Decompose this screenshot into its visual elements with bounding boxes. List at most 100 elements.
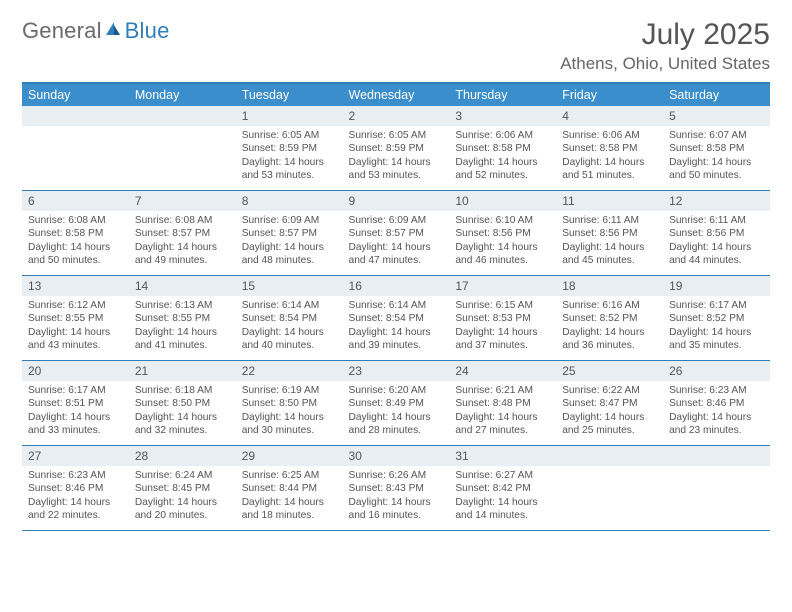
day-cell: Sunrise: 6:08 AMSunset: 8:57 PMDaylight:… (129, 211, 236, 275)
day-number (556, 446, 663, 466)
sunrise-line: Sunrise: 6:07 AM (669, 129, 764, 142)
day-number: 11 (556, 191, 663, 211)
daylight-line: Daylight: 14 hours and 30 minutes. (242, 411, 337, 438)
daylight-line: Daylight: 14 hours and 14 minutes. (455, 496, 550, 523)
sunrise-line: Sunrise: 6:20 AM (349, 384, 444, 397)
day-header: Saturday (663, 84, 770, 106)
location-text: Athens, Ohio, United States (560, 54, 770, 74)
daylight-line: Daylight: 14 hours and 49 minutes. (135, 241, 230, 268)
day-cell: Sunrise: 6:14 AMSunset: 8:54 PMDaylight:… (343, 296, 450, 360)
sunset-line: Sunset: 8:57 PM (349, 227, 444, 240)
week-row: 12345Sunrise: 6:05 AMSunset: 8:59 PMDayl… (22, 106, 770, 191)
week-row: 13141516171819Sunrise: 6:12 AMSunset: 8:… (22, 276, 770, 361)
daylight-line: Daylight: 14 hours and 27 minutes. (455, 411, 550, 438)
day-cell: Sunrise: 6:26 AMSunset: 8:43 PMDaylight:… (343, 466, 450, 530)
day-number: 6 (22, 191, 129, 211)
daycontent-strip: Sunrise: 6:08 AMSunset: 8:58 PMDaylight:… (22, 211, 770, 275)
day-cell: Sunrise: 6:14 AMSunset: 8:54 PMDaylight:… (236, 296, 343, 360)
daynum-strip: 6789101112 (22, 191, 770, 211)
sunset-line: Sunset: 8:55 PM (28, 312, 123, 325)
sunset-line: Sunset: 8:52 PM (669, 312, 764, 325)
sunrise-line: Sunrise: 6:27 AM (455, 469, 550, 482)
sunset-line: Sunset: 8:59 PM (349, 142, 444, 155)
sunrise-line: Sunrise: 6:10 AM (455, 214, 550, 227)
daylight-line: Daylight: 14 hours and 52 minutes. (455, 156, 550, 183)
sunset-line: Sunset: 8:46 PM (669, 397, 764, 410)
week-row: 2728293031Sunrise: 6:23 AMSunset: 8:46 P… (22, 446, 770, 531)
sunrise-line: Sunrise: 6:14 AM (349, 299, 444, 312)
daylight-line: Daylight: 14 hours and 46 minutes. (455, 241, 550, 268)
day-cell: Sunrise: 6:23 AMSunset: 8:46 PMDaylight:… (22, 466, 129, 530)
day-number: 31 (449, 446, 556, 466)
sunrise-line: Sunrise: 6:16 AM (562, 299, 657, 312)
sunset-line: Sunset: 8:59 PM (242, 142, 337, 155)
sunset-line: Sunset: 8:58 PM (455, 142, 550, 155)
day-number (129, 106, 236, 126)
day-cell: Sunrise: 6:25 AMSunset: 8:44 PMDaylight:… (236, 466, 343, 530)
daylight-line: Daylight: 14 hours and 28 minutes. (349, 411, 444, 438)
day-cell (663, 466, 770, 530)
daylight-line: Daylight: 14 hours and 47 minutes. (349, 241, 444, 268)
daycontent-strip: Sunrise: 6:17 AMSunset: 8:51 PMDaylight:… (22, 381, 770, 445)
sunset-line: Sunset: 8:56 PM (455, 227, 550, 240)
day-number: 5 (663, 106, 770, 126)
day-header: Wednesday (343, 84, 450, 106)
day-number: 8 (236, 191, 343, 211)
daylight-line: Daylight: 14 hours and 43 minutes. (28, 326, 123, 353)
day-number: 10 (449, 191, 556, 211)
day-header-row: SundayMondayTuesdayWednesdayThursdayFrid… (22, 84, 770, 106)
day-header: Sunday (22, 84, 129, 106)
day-cell: Sunrise: 6:09 AMSunset: 8:57 PMDaylight:… (236, 211, 343, 275)
logo: General Blue (22, 18, 170, 44)
sunset-line: Sunset: 8:54 PM (242, 312, 337, 325)
day-number: 15 (236, 276, 343, 296)
day-header: Friday (556, 84, 663, 106)
daylight-line: Daylight: 14 hours and 39 minutes. (349, 326, 444, 353)
day-cell: Sunrise: 6:20 AMSunset: 8:49 PMDaylight:… (343, 381, 450, 445)
day-cell: Sunrise: 6:10 AMSunset: 8:56 PMDaylight:… (449, 211, 556, 275)
day-cell: Sunrise: 6:09 AMSunset: 8:57 PMDaylight:… (343, 211, 450, 275)
daylight-line: Daylight: 14 hours and 53 minutes. (242, 156, 337, 183)
sunrise-line: Sunrise: 6:23 AM (669, 384, 764, 397)
daylight-line: Daylight: 14 hours and 48 minutes. (242, 241, 337, 268)
sunset-line: Sunset: 8:51 PM (28, 397, 123, 410)
topbar: General Blue July 2025 Athens, Ohio, Uni… (22, 18, 770, 74)
daylight-line: Daylight: 14 hours and 33 minutes. (28, 411, 123, 438)
sunset-line: Sunset: 8:56 PM (669, 227, 764, 240)
sunrise-line: Sunrise: 6:11 AM (562, 214, 657, 227)
day-number: 16 (343, 276, 450, 296)
daylight-line: Daylight: 14 hours and 16 minutes. (349, 496, 444, 523)
day-number: 4 (556, 106, 663, 126)
daylight-line: Daylight: 14 hours and 53 minutes. (349, 156, 444, 183)
day-cell (22, 126, 129, 190)
day-number: 27 (22, 446, 129, 466)
day-number: 23 (343, 361, 450, 381)
sunrise-line: Sunrise: 6:11 AM (669, 214, 764, 227)
sunset-line: Sunset: 8:52 PM (562, 312, 657, 325)
sunset-line: Sunset: 8:56 PM (562, 227, 657, 240)
daycontent-strip: Sunrise: 6:12 AMSunset: 8:55 PMDaylight:… (22, 296, 770, 360)
sunrise-line: Sunrise: 6:13 AM (135, 299, 230, 312)
day-number: 3 (449, 106, 556, 126)
day-header: Tuesday (236, 84, 343, 106)
sunrise-line: Sunrise: 6:05 AM (242, 129, 337, 142)
daylight-line: Daylight: 14 hours and 50 minutes. (28, 241, 123, 268)
day-number: 13 (22, 276, 129, 296)
day-cell (556, 466, 663, 530)
day-number: 7 (129, 191, 236, 211)
sunrise-line: Sunrise: 6:18 AM (135, 384, 230, 397)
day-cell: Sunrise: 6:24 AMSunset: 8:45 PMDaylight:… (129, 466, 236, 530)
sunrise-line: Sunrise: 6:15 AM (455, 299, 550, 312)
sunrise-line: Sunrise: 6:17 AM (28, 384, 123, 397)
day-number: 1 (236, 106, 343, 126)
sunrise-line: Sunrise: 6:17 AM (669, 299, 764, 312)
weeks-container: 12345Sunrise: 6:05 AMSunset: 8:59 PMDayl… (22, 106, 770, 531)
day-number: 21 (129, 361, 236, 381)
sunset-line: Sunset: 8:58 PM (28, 227, 123, 240)
sunset-line: Sunset: 8:53 PM (455, 312, 550, 325)
page-title: July 2025 (560, 18, 770, 52)
day-cell: Sunrise: 6:19 AMSunset: 8:50 PMDaylight:… (236, 381, 343, 445)
day-number: 12 (663, 191, 770, 211)
daynum-strip: 20212223242526 (22, 361, 770, 381)
day-cell: Sunrise: 6:16 AMSunset: 8:52 PMDaylight:… (556, 296, 663, 360)
